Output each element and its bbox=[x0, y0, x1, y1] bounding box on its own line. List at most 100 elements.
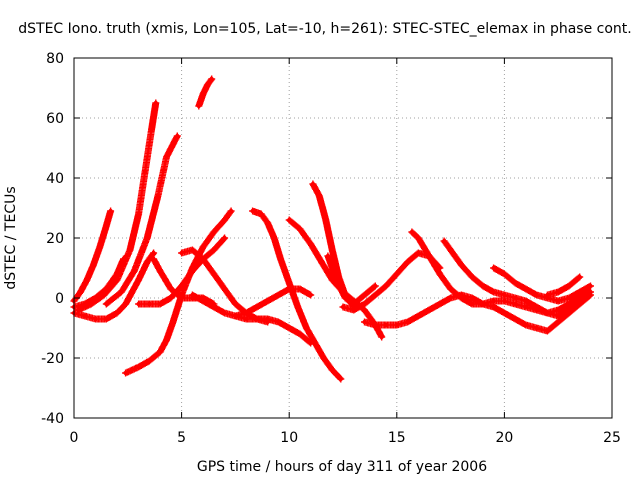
data-point bbox=[513, 316, 518, 322]
data-point bbox=[151, 250, 156, 256]
series-5 bbox=[70, 249, 158, 323]
data-point bbox=[222, 286, 227, 292]
data-point bbox=[409, 229, 415, 235]
data-point bbox=[566, 283, 572, 289]
data-point bbox=[132, 268, 137, 274]
data-point bbox=[437, 271, 442, 277]
data-point bbox=[545, 292, 550, 298]
data-point bbox=[211, 229, 217, 235]
data-point bbox=[379, 334, 384, 340]
y-tick-label: 20 bbox=[46, 231, 64, 247]
data-point bbox=[513, 295, 518, 301]
data-point bbox=[287, 217, 292, 223]
data-point bbox=[448, 286, 453, 292]
data-point bbox=[93, 316, 98, 322]
data-point bbox=[211, 304, 217, 310]
data-point bbox=[89, 301, 94, 307]
data-point bbox=[147, 301, 152, 307]
data-point bbox=[250, 208, 255, 214]
data-point bbox=[265, 220, 270, 226]
series-20 bbox=[440, 237, 584, 320]
data-point bbox=[168, 295, 173, 301]
data-point bbox=[491, 289, 496, 295]
series-11 bbox=[188, 291, 315, 347]
data-point bbox=[502, 310, 507, 316]
data-point bbox=[383, 322, 389, 328]
x-tick-label: 10 bbox=[280, 430, 298, 446]
data-point bbox=[556, 307, 561, 313]
data-point bbox=[287, 286, 292, 292]
data-point bbox=[101, 292, 107, 298]
data-point bbox=[259, 211, 264, 217]
data-point bbox=[491, 298, 496, 304]
data-point bbox=[278, 256, 283, 262]
data-point bbox=[190, 268, 195, 274]
data-point bbox=[179, 292, 184, 298]
data-point bbox=[383, 283, 389, 289]
data-point bbox=[319, 259, 324, 265]
chart-title: dSTEC Iono. truth (xmis, Lon=105, Lat=-1… bbox=[18, 21, 631, 37]
data-point bbox=[297, 331, 303, 337]
data-point bbox=[136, 277, 141, 283]
x-tick-label: 25 bbox=[603, 430, 621, 446]
data-point bbox=[491, 265, 496, 271]
data-point bbox=[127, 247, 133, 253]
data-point bbox=[480, 301, 486, 307]
data-point bbox=[394, 271, 399, 277]
series-21 bbox=[490, 264, 594, 305]
data-point bbox=[534, 292, 539, 298]
data-point bbox=[394, 322, 399, 328]
data-point bbox=[405, 259, 410, 265]
data-point bbox=[297, 226, 303, 232]
y-tick-label: 60 bbox=[46, 111, 64, 127]
data-point bbox=[222, 235, 227, 241]
series-7 bbox=[195, 75, 216, 110]
data-point bbox=[104, 316, 109, 322]
data-point bbox=[426, 253, 432, 259]
y-tick-label: 0 bbox=[55, 291, 64, 307]
x-axis-label: GPS time / hours of day 311 of year 2006 bbox=[197, 459, 487, 475]
data-point bbox=[287, 325, 292, 331]
data-point bbox=[170, 319, 176, 325]
series-3 bbox=[74, 99, 160, 314]
data-point bbox=[222, 310, 227, 316]
data-point bbox=[469, 274, 475, 280]
data-point bbox=[534, 325, 539, 331]
data-point bbox=[145, 235, 150, 241]
data-point bbox=[209, 76, 214, 82]
data-point bbox=[469, 295, 475, 301]
data-point bbox=[164, 337, 169, 343]
data-point bbox=[168, 286, 173, 292]
data-point bbox=[373, 292, 378, 298]
data-point bbox=[351, 307, 356, 313]
x-tick-label: 0 bbox=[70, 430, 79, 446]
data-point bbox=[205, 82, 210, 88]
data-point bbox=[459, 262, 464, 268]
data-point bbox=[276, 292, 281, 298]
data-point bbox=[308, 292, 313, 298]
data-point bbox=[145, 259, 150, 265]
data-point bbox=[459, 292, 464, 298]
data-point bbox=[325, 253, 331, 259]
data-point bbox=[157, 349, 163, 355]
data-point bbox=[254, 304, 260, 310]
series-15 bbox=[309, 180, 358, 311]
data-point bbox=[577, 289, 582, 295]
data-point bbox=[448, 247, 453, 253]
data-point bbox=[362, 319, 367, 325]
data-point bbox=[200, 91, 206, 97]
series-12 bbox=[249, 207, 345, 383]
axis-ticks: 0 5 10 15 20 25 -40 -20 0 20 40 60 80 bbox=[41, 51, 621, 446]
data-point bbox=[149, 127, 154, 133]
data-point bbox=[157, 268, 163, 274]
data-point bbox=[588, 292, 593, 298]
data-series bbox=[70, 75, 594, 383]
data-point bbox=[114, 277, 120, 283]
data-point bbox=[190, 292, 195, 298]
y-axis-label: dSTEC / TECUs bbox=[3, 186, 19, 289]
data-point bbox=[97, 244, 103, 250]
data-point bbox=[108, 208, 113, 214]
data-point bbox=[147, 358, 152, 364]
series-16 bbox=[324, 252, 379, 308]
